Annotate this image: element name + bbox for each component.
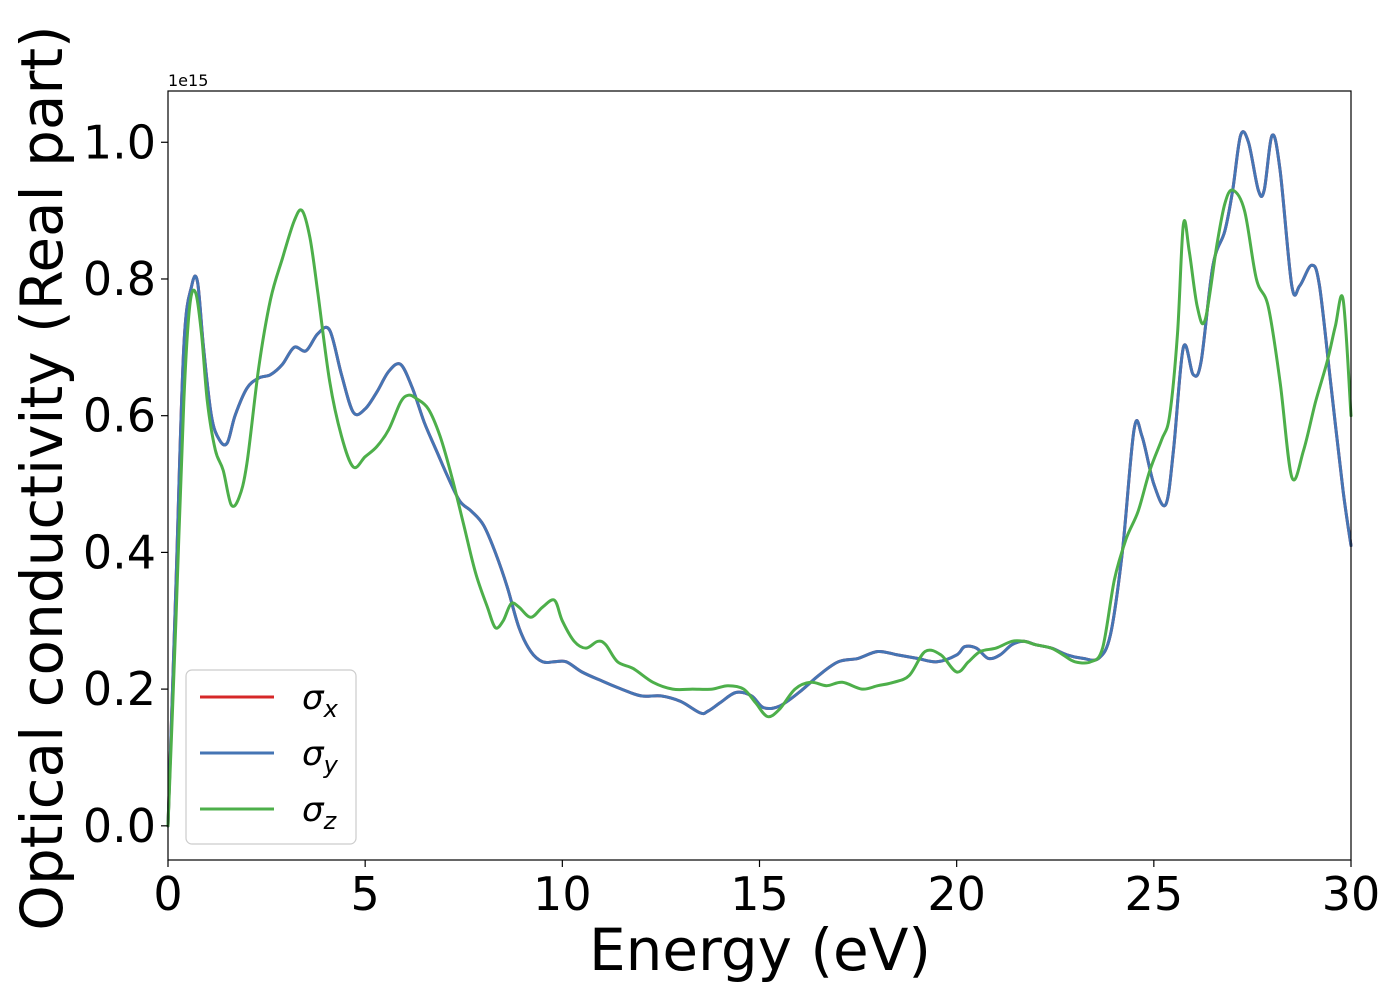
y-axis-title: Optical conductivity (Real part): [8, 25, 76, 930]
x-tick-label: 20: [927, 867, 986, 921]
y-tick-label: 0.2: [83, 662, 156, 716]
series-line-z: [166, 188, 1353, 828]
legend-label-z: σz: [302, 790, 338, 835]
series-lines: [166, 130, 1353, 828]
y-offset-text: 1e15: [168, 71, 208, 90]
x-tick-label: 5: [351, 867, 380, 921]
y-tick-label: 1.0: [83, 115, 156, 169]
legend: σx σy σz: [185, 669, 357, 845]
x-tick-label: 25: [1125, 867, 1184, 921]
y-tick-label: 0.6: [83, 389, 156, 443]
x-tick-label: 30: [1322, 867, 1381, 921]
y-tick-label: 0.0: [83, 799, 156, 853]
legend-box: [185, 669, 357, 845]
legend-label-y: σy: [302, 734, 339, 779]
y-tick-label: 0.4: [83, 525, 156, 579]
x-tick-label: 15: [730, 867, 789, 921]
y-tick-label: 0.8: [83, 252, 156, 306]
x-tick-label: 10: [533, 867, 592, 921]
legend-label-x: σx: [302, 678, 339, 723]
y-axis-ticks: 0.0 0.2 0.4 0.6 0.8 1.0: [83, 115, 168, 853]
x-axis-ticks: 0 5 10 15 20 25 30: [153, 860, 1380, 921]
x-tick-label: 0: [153, 867, 182, 921]
x-axis-title: Energy (eV): [589, 916, 931, 984]
